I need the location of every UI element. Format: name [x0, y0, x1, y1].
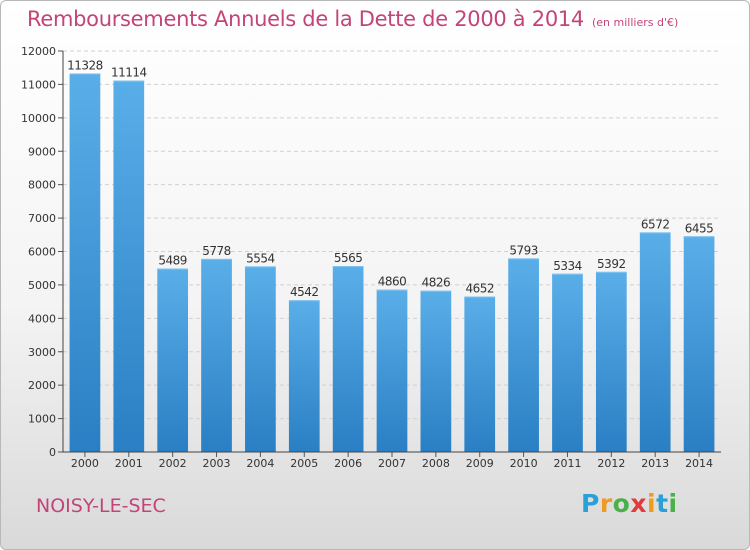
y-tick-label: 0 [49, 446, 56, 459]
chart-subtitle: (en milliers d'€) [592, 16, 679, 29]
value-labels: 11328 11114 5489 5778 5554 4542 5565 4860 4826 46… [67, 58, 714, 299]
x-tick-label: 2006 [334, 457, 362, 470]
bar [595, 271, 627, 452]
logo-letter: i [647, 489, 657, 518]
x-tick-label: 2010 [510, 457, 538, 470]
logo-letter: o [612, 489, 631, 518]
y-tick-label: 6000 [28, 246, 56, 259]
commune-name: NOISY-LE-SEC [36, 495, 166, 517]
bar-value-label: 5392 [597, 257, 626, 271]
bar [69, 73, 101, 453]
bar-value-label: 5554 [246, 251, 275, 265]
y-tick-label: 11000 [21, 78, 56, 91]
y-tick-label: 3000 [28, 346, 56, 359]
bar-value-label: 11114 [111, 66, 147, 80]
bar-value-label: 4542 [290, 285, 319, 299]
bar-value-label: 5565 [334, 251, 363, 265]
chart-title: Remboursements Annuels de la Dette de 20… [27, 7, 678, 31]
x-tick-label: 2009 [466, 457, 494, 470]
y-tick-label: 5000 [28, 279, 56, 292]
proxiti-logo[interactable]: Proxiti [581, 489, 678, 518]
bar [464, 296, 496, 452]
y-axis-ticks: 0 1000 2000 3000 4000 5000 6000 7000 8000 9000 100… [21, 45, 63, 459]
x-tick-label: 2013 [641, 457, 669, 470]
bar-value-label: 4826 [422, 276, 451, 290]
y-tick-label: 9000 [28, 145, 56, 158]
axes [62, 51, 721, 453]
bar [552, 273, 583, 452]
x-tick-label: 2000 [71, 457, 99, 470]
y-tick-label: 7000 [28, 212, 56, 225]
chart-title-text: Remboursements Annuels de la Dette de 20… [27, 7, 584, 31]
bar [332, 266, 364, 452]
y-tick-label: 1000 [28, 413, 56, 426]
bar-value-label: 5793 [509, 243, 538, 257]
y-tick-label: 8000 [28, 179, 56, 192]
x-axis-ticks: 2000 2001 2002 2003 2004 2005 2006 2007 2008 2009… [71, 452, 713, 470]
bar-value-label: 5334 [553, 259, 582, 273]
x-tick-label: 2014 [685, 457, 713, 470]
bar [420, 290, 452, 452]
bar [245, 266, 276, 452]
y-tick-label: 12000 [21, 45, 56, 58]
bar [683, 236, 715, 452]
x-tick-label: 2004 [246, 457, 274, 470]
x-tick-label: 2007 [378, 457, 406, 470]
logo-letter: P [581, 489, 600, 518]
logo-letter: t [656, 489, 669, 518]
bar-value-label: 11328 [67, 58, 103, 72]
logo-letter: i [668, 489, 678, 518]
bar-value-label: 5778 [202, 244, 231, 258]
bar [288, 300, 320, 452]
x-tick-label: 2008 [422, 457, 450, 470]
y-tick-label: 4000 [28, 312, 56, 325]
x-tick-label: 2012 [597, 457, 625, 470]
y-tick-label: 2000 [28, 379, 56, 392]
x-tick-label: 2011 [553, 457, 581, 470]
bar-value-label: 4652 [465, 282, 494, 296]
bars [69, 73, 715, 453]
bar [201, 258, 232, 452]
x-tick-label: 2002 [159, 457, 187, 470]
bar-value-label: 4860 [378, 275, 407, 289]
bar-value-label: 6572 [641, 217, 670, 231]
logo-letter: x [630, 489, 647, 518]
bar-value-label: 6455 [685, 221, 714, 235]
bar [157, 268, 189, 452]
x-tick-label: 2001 [115, 457, 143, 470]
bar [508, 258, 539, 452]
x-tick-label: 2003 [203, 457, 231, 470]
bar-value-label: 5489 [158, 254, 187, 268]
bar [376, 289, 408, 452]
bar [639, 232, 671, 452]
bar [113, 80, 145, 452]
logo-letter: r [599, 489, 613, 518]
y-tick-label: 10000 [21, 112, 56, 125]
x-tick-label: 2005 [290, 457, 318, 470]
